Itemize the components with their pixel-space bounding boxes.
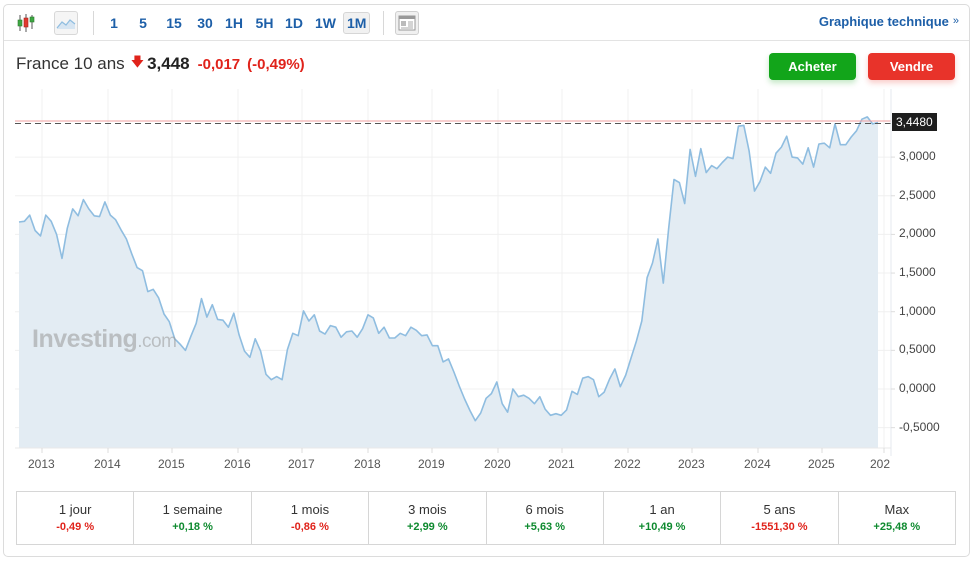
investing-watermark: Investing.com <box>32 325 177 354</box>
chart-canvas[interactable] <box>4 85 969 485</box>
performance-period-label: 1 jour <box>58 502 92 517</box>
performance-cell-1-mois[interactable]: 1 mois -0,86 % <box>252 492 370 544</box>
technical-chart-label: Graphique technique <box>818 14 949 29</box>
performance-cell-1-jour[interactable]: 1 jour -0,49 % <box>17 492 135 544</box>
area-chart-icon[interactable] <box>54 11 78 35</box>
toolbar-divider <box>93 11 94 35</box>
performance-period-label: 1 mois <box>290 502 330 517</box>
performance-value: +25,48 % <box>873 521 921 533</box>
period-15[interactable]: 15 <box>166 15 182 31</box>
performance-cell-1-an[interactable]: 1 an +10,49 % <box>604 492 722 544</box>
performance-value: +0,18 % <box>172 521 213 533</box>
performance-cell-5-ans[interactable]: 5 ans -1551,30 % <box>721 492 839 544</box>
y-axis-label: 2,0000 <box>899 226 936 241</box>
performance-period-label: 6 mois <box>525 502 564 517</box>
performance-period-label: Max <box>884 502 910 517</box>
period-1m[interactable]: 1M <box>343 12 371 34</box>
toolbar-divider <box>383 11 384 35</box>
price-chart[interactable]: Investing.com 3,0000 2,5000 2,0000 1,5000 1,… <box>4 85 969 485</box>
price-change-percent: (-0,49%) <box>247 55 305 73</box>
period-30[interactable]: 30 <box>197 15 213 31</box>
x-axis-label: 2020 <box>484 457 511 471</box>
period-1h[interactable]: 1H <box>225 15 243 31</box>
x-axis-label: 2019 <box>418 457 445 471</box>
period-1w[interactable]: 1W <box>315 15 336 31</box>
y-axis-label: 0,0000 <box>899 381 936 395</box>
y-axis-label: -0,5000 <box>899 419 940 434</box>
x-axis-label: 2021 <box>548 457 575 471</box>
chart-toolbar: 1 5 15 30 1H 5H 1D 1W 1M Graphique techn… <box>4 5 969 41</box>
arrow-down-icon: 🡇 <box>130 54 145 69</box>
last-price-tag: 3,4480 <box>892 113 937 132</box>
performance-value: -1551,30 % <box>751 521 808 533</box>
performance-value: +10,49 % <box>638 521 686 533</box>
instrument-name: France 10 ans <box>16 54 125 73</box>
performance-cell-6-mois[interactable]: 6 mois +5,63 % <box>487 492 604 544</box>
x-axis-label: 2024 <box>744 457 771 471</box>
performance-cell-1-semaine[interactable]: 1 semaine +0,18 % <box>134 492 252 544</box>
performance-period-label: 5 ans <box>763 502 796 517</box>
price-change: -0,017 <box>197 55 241 73</box>
period-1[interactable]: 1 <box>110 15 118 31</box>
x-axis-label: 2022 <box>614 457 641 471</box>
chart-widget: 1 5 15 30 1H 5H 1D 1W 1M Graphique techn… <box>3 4 970 557</box>
x-axis-label: 2023 <box>678 457 705 471</box>
watermark-suffix: .com <box>137 331 177 352</box>
performance-period-label: 1 semaine <box>162 502 223 517</box>
candlestick-icon[interactable] <box>14 11 38 35</box>
layout-icon[interactable] <box>395 11 419 35</box>
x-axis-label: 2017 <box>288 457 315 471</box>
x-axis-label: 2015 <box>158 457 185 471</box>
y-axis-label: 3,0000 <box>899 149 936 164</box>
period-5[interactable]: 5 <box>139 15 147 31</box>
performance-value: +2,99 % <box>406 521 448 533</box>
y-axis-label: 1,5000 <box>899 265 936 280</box>
last-price: 3,448 <box>147 54 190 73</box>
x-axis-label: 2025 <box>808 457 835 471</box>
sell-button[interactable]: Vendre <box>868 53 955 80</box>
y-axis-label: 2,5000 <box>899 187 936 202</box>
performance-value: +5,63 % <box>524 521 566 533</box>
performance-period-label: 3 mois <box>408 502 447 517</box>
quote-header: France 10 ans 🡇 3,448 -0,017 (-0,49%) <box>16 53 305 75</box>
x-axis-label: 2016 <box>224 457 251 471</box>
buy-button[interactable]: Acheter <box>769 53 856 80</box>
performance-table: 1 jour -0,49 % 1 semaine +0,18 % 1 mois -0,86… <box>16 491 956 545</box>
double-chevron-right-icon: » <box>952 15 959 27</box>
technical-chart-link[interactable]: Graphique technique» <box>819 14 959 29</box>
x-axis-label: 202 <box>870 457 891 471</box>
watermark-brand: Investing <box>32 325 138 353</box>
y-axis-label: 0,5000 <box>899 342 936 357</box>
performance-period-label: 1 an <box>649 502 675 517</box>
performance-value: -0,86 % <box>290 521 329 533</box>
y-axis-label: 1,0000 <box>899 303 936 318</box>
performance-cell-max[interactable]: Max +25,48 % <box>839 492 955 544</box>
x-axis-label: 2018 <box>354 457 381 471</box>
performance-cell-3-mois[interactable]: 3 mois +2,99 % <box>369 492 487 544</box>
x-axis-label: 2013 <box>28 457 55 471</box>
x-axis-label: 2014 <box>94 457 121 471</box>
period-1d[interactable]: 1D <box>285 15 303 31</box>
period-5h[interactable]: 5H <box>255 15 274 31</box>
performance-value: -0,49 % <box>56 521 95 533</box>
